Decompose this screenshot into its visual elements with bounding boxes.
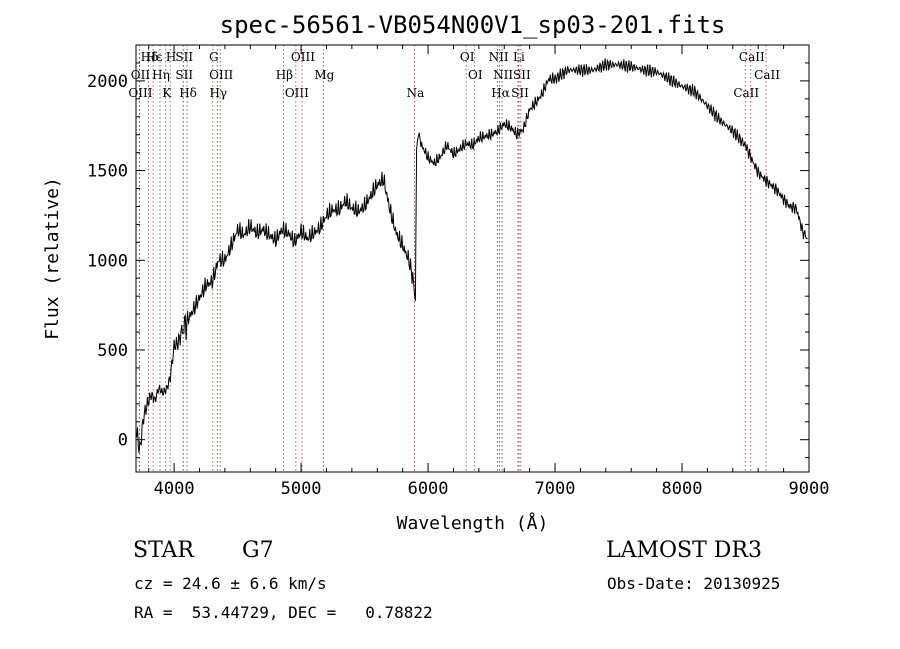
spectral-line-label: SII [511,86,529,100]
x-tick-label: 8000 [662,479,703,499]
spectral-line-label: SII [175,68,193,82]
spectral-line-label: Hδ [179,86,197,100]
coordinates-text: RA = 53.44729, DEC = 0.78822 [134,603,433,622]
spectral-line-label: NII [489,50,509,64]
y-tick-label: 1000 [87,251,128,271]
subclass-label: G7 [242,538,274,563]
y-tick-label: 500 [97,341,128,361]
x-tick-label: 7000 [535,479,576,499]
spectral-line-label: Na [407,86,425,100]
spectral-line-label: OIII [128,86,152,100]
spectral-line-label: Hγ [209,86,227,100]
survey-label: LAMOST DR3 [606,538,762,563]
y-tick-label: 2000 [87,72,128,92]
obs-date-text: Obs-Date: 20130925 [607,574,781,593]
spectral-line-label: OII [131,68,151,82]
redshift-text: cz = 24.6 ± 6.6 km/s [134,574,327,593]
spectral-line-label: Hβ [276,68,293,82]
y-axis-label: Flux (relative) [42,177,63,340]
spectral-line-label: NII [493,68,513,82]
spectral-line-label: OIII [291,50,315,64]
spectral-line-label: OI [460,50,475,64]
spectral-line-label: Mg [314,68,334,82]
flux-series-line [135,58,808,454]
x-axis-label: Wavelength (Å) [397,512,549,534]
spectral-line-label: OI [468,68,483,82]
spectral-line-label: OIII [209,68,233,82]
spectral-line-label: Hα [491,86,510,100]
x-tick-label: 6000 [408,479,449,499]
spectral-line-label: CaII [754,68,780,82]
y-tick-label: 0 [118,431,128,451]
spectral-line-label: G [209,50,219,64]
spectral-line-label: CaII [739,50,765,64]
class-label: STAR [133,538,194,563]
spectral-line-label: Hδ [141,50,159,64]
spectral-line-label: OIII [285,86,309,100]
spectral-line-label: Li [513,50,525,64]
plot-frame [135,44,810,473]
x-tick-label: 4000 [154,479,195,499]
spectral-line-label: H [166,50,176,64]
chart-title: spec-56561-VB054N00V1_sp03-201.fits [220,11,726,39]
spectral-line-label: SII [513,68,531,82]
spectral-line-label: CaII [733,86,759,100]
y-tick-label: 1500 [87,162,128,182]
x-tick-label: 9000 [789,479,830,499]
x-tick-label: 5000 [281,479,322,499]
spectral-line-label: Hε [146,50,163,64]
spectral-line-label: K [162,86,172,100]
spectral-line-label: Hη [152,68,170,82]
spectral-line-label: SII [175,50,193,64]
